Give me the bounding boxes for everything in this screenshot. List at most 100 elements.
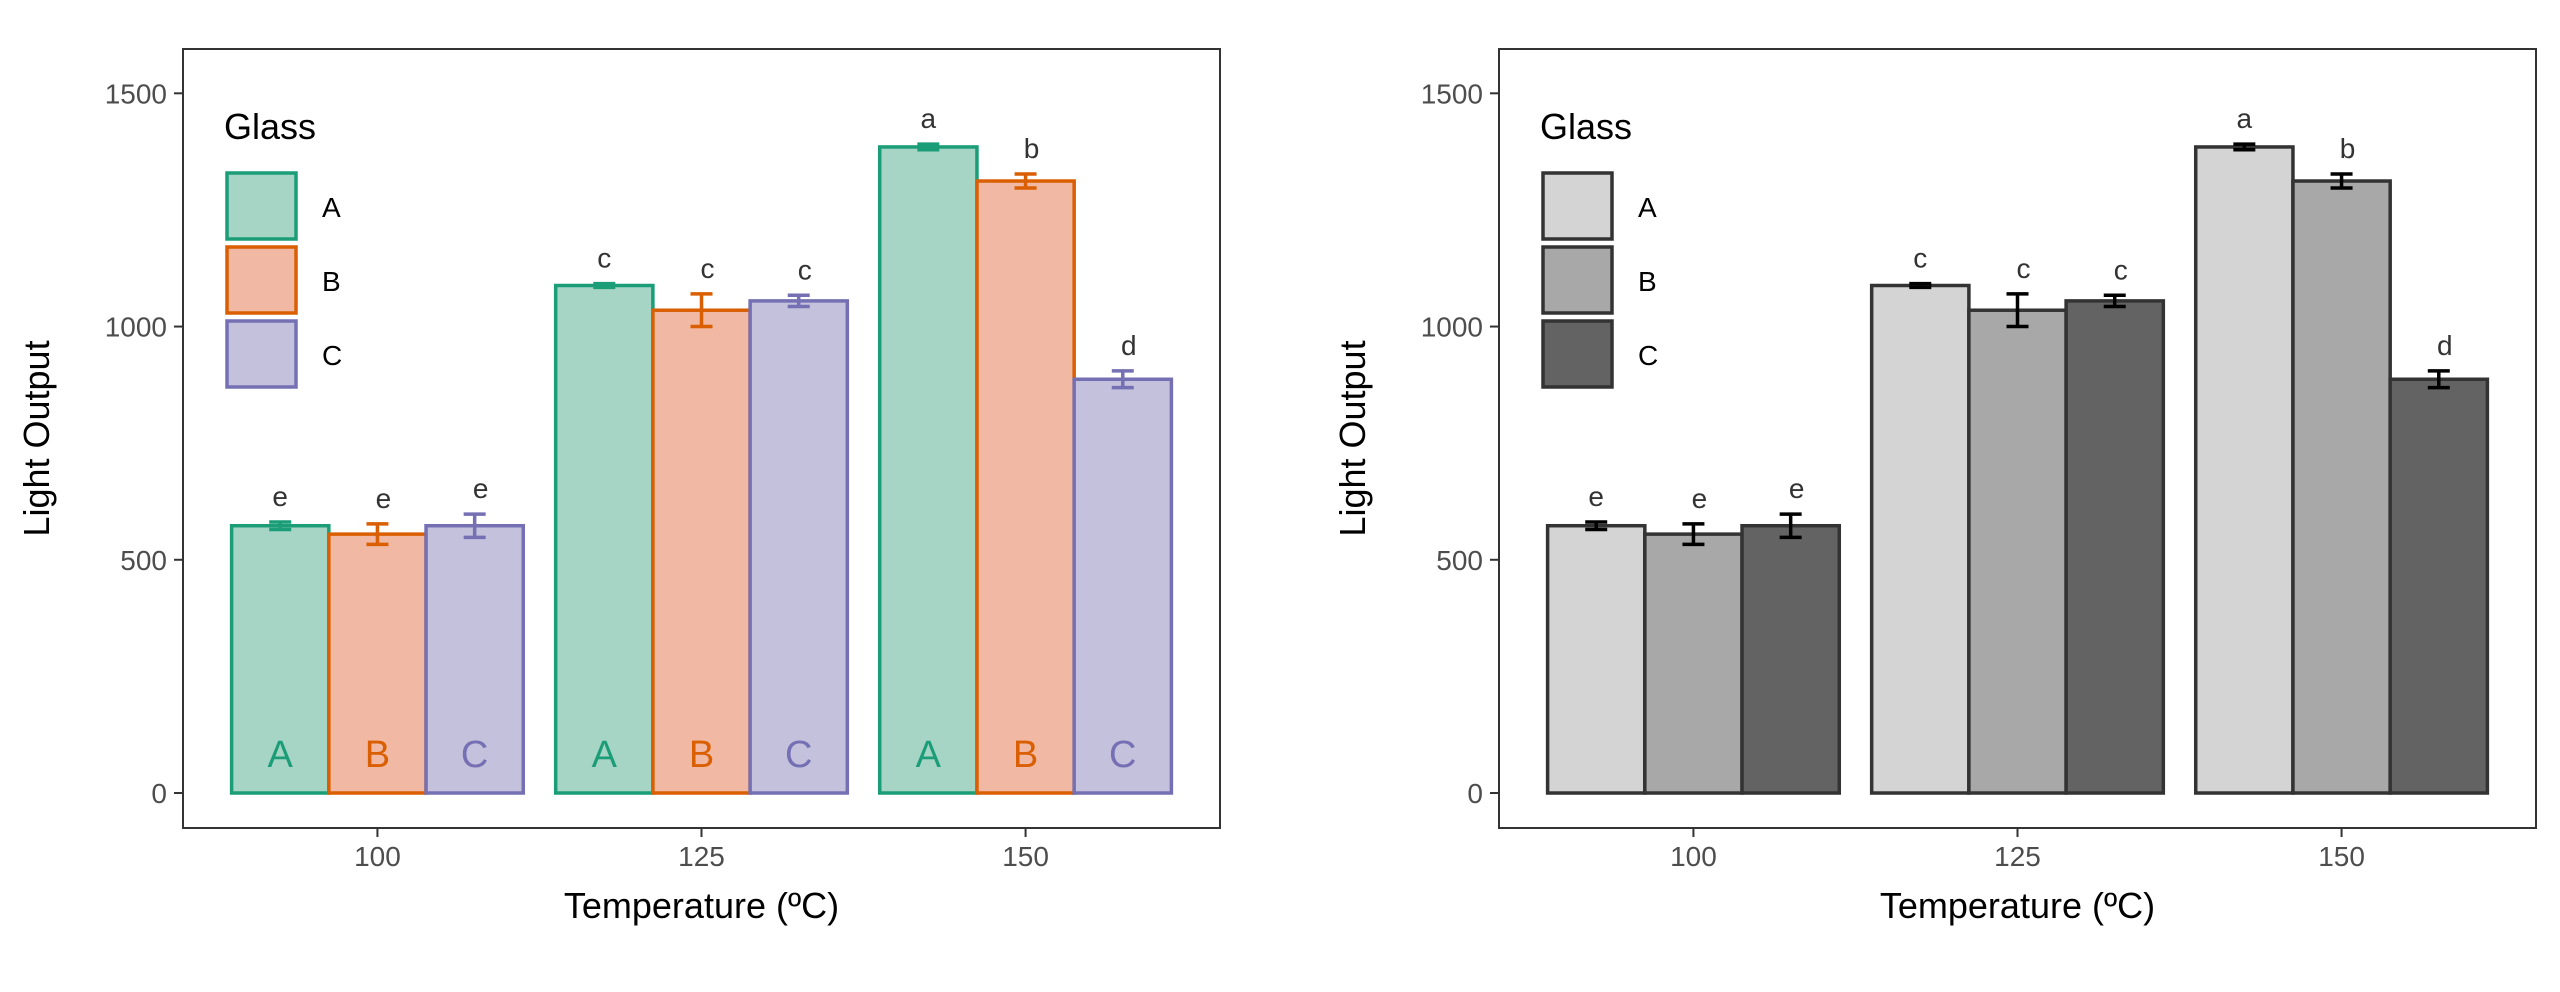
legend-key-A xyxy=(225,171,298,241)
bar-A-150 xyxy=(2193,145,2295,795)
error-bar xyxy=(1014,172,1037,190)
legend-label: C xyxy=(1638,340,1658,371)
significance-letter: a xyxy=(921,103,937,134)
error-bar xyxy=(2103,293,2126,309)
y-tick-label: 1500 xyxy=(1421,78,1483,109)
error-bar xyxy=(1909,281,1932,290)
legend-label: A xyxy=(1638,192,1657,223)
error-bar xyxy=(366,522,389,547)
bar-C-150 xyxy=(1072,377,1174,795)
error-bar xyxy=(917,142,940,152)
error-bar xyxy=(593,281,616,290)
bar-inner-label: B xyxy=(689,734,714,776)
significance-letter: d xyxy=(2437,330,2453,361)
legend-key-B xyxy=(225,245,298,315)
bar-A-150 xyxy=(877,145,979,795)
significance-letter: c xyxy=(2017,253,2031,284)
x-tick-label: 125 xyxy=(678,841,725,872)
y-tick-label: 0 xyxy=(1467,778,1483,809)
legend-label: B xyxy=(322,266,341,297)
bar-B-100 xyxy=(1643,532,1744,795)
error-bar xyxy=(1779,512,1802,540)
error-bar xyxy=(1111,369,1134,390)
bar-C-100 xyxy=(424,523,526,795)
bar-inner-label: B xyxy=(365,734,390,776)
x-tick-label: 150 xyxy=(2318,841,2365,872)
x-axis-title: Temperature (ºC) xyxy=(1880,885,2155,926)
bar-B-125 xyxy=(1967,308,2068,795)
error-bar xyxy=(2233,142,2256,152)
significance-letter: e xyxy=(376,483,392,514)
y-tick-label: 1500 xyxy=(105,78,167,109)
legend-label: B xyxy=(1638,266,1657,297)
x-axis-title: Temperature (ºC) xyxy=(564,885,839,926)
error-bar xyxy=(463,512,486,540)
bar-inner-label: A xyxy=(268,734,294,776)
bar-inner-label: A xyxy=(592,734,618,776)
y-tick-label: 500 xyxy=(120,545,167,576)
y-tick-label: 500 xyxy=(1436,545,1483,576)
bar-B-100 xyxy=(327,532,428,795)
legend-key-C xyxy=(1541,319,1614,389)
legend: Glass A B C xyxy=(1540,106,1658,389)
significance-letter: d xyxy=(1121,330,1137,361)
bar-A-100 xyxy=(229,523,331,795)
bar-B-150 xyxy=(975,179,1076,795)
bar-C-125 xyxy=(748,299,850,795)
panel-2: 0 500 1000 1500 100 125 150 Temperature (ºC) Lig… xyxy=(1332,48,2537,926)
error-bar xyxy=(269,520,292,532)
bar-A-125 xyxy=(553,283,655,795)
significance-letter: c xyxy=(2114,254,2128,285)
bar-inner-label: B xyxy=(1013,734,1038,776)
x-tick-label: 125 xyxy=(1994,841,2041,872)
error-bar xyxy=(690,292,713,329)
error-bar xyxy=(1682,522,1705,547)
legend-title: Glass xyxy=(224,106,316,147)
x-tick-label: 100 xyxy=(1670,841,1717,872)
legend-key-B xyxy=(1541,245,1614,315)
bar-B-150 xyxy=(2291,179,2392,795)
significance-letter: a xyxy=(2237,103,2253,134)
bar-C-150 xyxy=(2388,377,2490,795)
significance-letter: e xyxy=(1692,483,1708,514)
error-bar xyxy=(787,293,810,309)
significance-letter: e xyxy=(473,473,489,504)
bar-inner-label: C xyxy=(461,734,488,776)
legend-key-C xyxy=(225,319,298,389)
error-bar xyxy=(2006,292,2029,329)
bar-inner-label: A xyxy=(916,734,942,776)
significance-letter: c xyxy=(597,243,611,274)
significance-letter: e xyxy=(1789,473,1805,504)
bar-A-125 xyxy=(1869,283,1971,795)
legend-title: Glass xyxy=(1540,106,1632,147)
significance-letter: c xyxy=(798,254,812,285)
legend-label: A xyxy=(322,192,341,223)
bar-inner-label: C xyxy=(1109,734,1136,776)
y-tick-label: 1000 xyxy=(105,312,167,343)
error-bar xyxy=(2427,369,2450,390)
bar-B-125 xyxy=(651,308,752,795)
bar-inner-label: C xyxy=(785,734,812,776)
significance-letter: e xyxy=(272,481,288,512)
y-tick-label: 0 xyxy=(151,778,167,809)
significance-letter: b xyxy=(2340,133,2356,164)
significance-letter: c xyxy=(701,253,715,284)
legend-label: C xyxy=(322,340,342,371)
significance-letter: c xyxy=(1913,243,1927,274)
bar-A-100 xyxy=(1545,523,1647,795)
x-tick-label: 150 xyxy=(1002,841,1049,872)
bar-C-125 xyxy=(2064,299,2166,795)
y-tick-label: 1000 xyxy=(1421,312,1483,343)
error-bar xyxy=(1585,520,1608,532)
error-bar xyxy=(2330,172,2353,190)
legend-key-A xyxy=(1541,171,1614,241)
y-axis-title: Light Output xyxy=(1332,340,1373,536)
y-axis-title: Light Output xyxy=(16,340,57,536)
legend: Glass A B C xyxy=(224,106,342,389)
significance-letter: b xyxy=(1024,133,1040,164)
x-tick-label: 100 xyxy=(354,841,401,872)
panel-1: 0 500 1000 1500 100 125 150 Temperature (ºC) Lig… xyxy=(16,48,1221,926)
significance-letter: e xyxy=(1588,481,1604,512)
bar-C-100 xyxy=(1740,523,1842,795)
